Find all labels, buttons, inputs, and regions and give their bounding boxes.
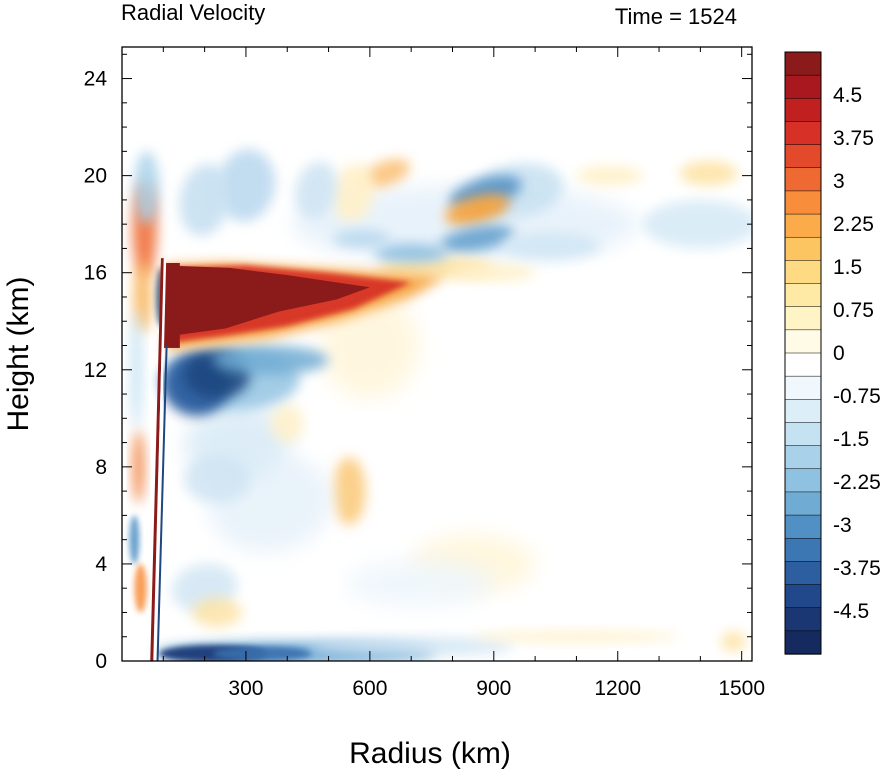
y-axis-label: Height (km) bbox=[2, 276, 35, 431]
colorbar-swatch bbox=[784, 537, 822, 563]
colorbar-swatch bbox=[784, 352, 822, 377]
heatmap-blob bbox=[294, 161, 338, 219]
heatmap-blob bbox=[721, 631, 746, 652]
eyewall-line bbox=[153, 258, 167, 661]
colorbar-tick-label: 0.75 bbox=[833, 299, 874, 322]
x-tick-label: 1500 bbox=[718, 677, 765, 700]
heatmap-blob bbox=[132, 430, 145, 504]
colorbar-swatch bbox=[784, 445, 822, 470]
colorbar-tick-label: -2.25 bbox=[833, 471, 881, 494]
heatmap-blob bbox=[320, 292, 420, 399]
heatmap-blob bbox=[179, 163, 230, 237]
colorbar-swatch bbox=[784, 213, 822, 238]
colorbar-swatch bbox=[784, 74, 822, 99]
heatmap-blob bbox=[212, 646, 313, 661]
colorbar-swatch bbox=[784, 144, 822, 169]
colorbar-frame bbox=[784, 51, 822, 655]
plot-frame bbox=[121, 46, 753, 662]
colorbar-swatch bbox=[784, 190, 822, 215]
x-axis-label: Radius (km) bbox=[349, 737, 511, 770]
x-tick-label: 1200 bbox=[594, 677, 641, 700]
heatmap-blob bbox=[129, 515, 140, 564]
colorbar-swatch bbox=[784, 98, 822, 123]
eyewall-line bbox=[156, 345, 168, 661]
heatmap-blob bbox=[332, 230, 391, 248]
heatmap-blob bbox=[130, 309, 143, 431]
y-tick-label: 16 bbox=[84, 262, 107, 285]
colorbar-swatch bbox=[784, 630, 822, 655]
outflow-jet-core bbox=[163, 265, 370, 336]
heatmap-blob bbox=[345, 559, 494, 608]
colorbar-swatch bbox=[784, 306, 822, 331]
colorbar-swatch bbox=[784, 375, 822, 400]
colorbar-swatch bbox=[784, 399, 822, 424]
chart-subtitle: Time = 1524 bbox=[615, 4, 737, 29]
colorbar-swatch bbox=[784, 329, 822, 354]
outflow-jet-root bbox=[161, 262, 180, 348]
heatmap-blob bbox=[270, 403, 304, 443]
y-tick-label: 20 bbox=[84, 165, 107, 188]
colorbar-swatch bbox=[784, 51, 822, 76]
colorbar-tick-label: -1.5 bbox=[833, 428, 869, 451]
heatmap-blob bbox=[183, 454, 251, 504]
x-tick-label: 900 bbox=[476, 677, 511, 700]
heatmap-blob bbox=[332, 163, 375, 222]
heatmap-blob bbox=[576, 165, 643, 186]
y-tick-label: 0 bbox=[95, 650, 107, 673]
colorbar-tick-label: -3.75 bbox=[833, 557, 881, 580]
colorbar-swatch bbox=[784, 121, 822, 146]
heatmap-blob bbox=[679, 161, 738, 186]
colorbar-swatch bbox=[784, 514, 822, 539]
eyewall-line bbox=[150, 258, 164, 661]
x-tick-label: 600 bbox=[352, 677, 387, 700]
heatmap-blob bbox=[445, 194, 510, 226]
colorbar-tick-label: 1.5 bbox=[833, 256, 862, 279]
heatmap-blob bbox=[374, 243, 449, 263]
colorbar-tick-label: -3 bbox=[833, 514, 852, 537]
heatmap-blob bbox=[212, 345, 329, 375]
x-axis-ticks: 300 600 900 1200 1500 bbox=[162, 47, 765, 700]
heatmap-blob bbox=[452, 264, 536, 282]
colorbar-swatch bbox=[784, 584, 822, 609]
y-tick-label: 8 bbox=[95, 456, 107, 479]
colorbar-tick-label: 0 bbox=[833, 342, 845, 365]
y-tick-label: 4 bbox=[95, 553, 107, 576]
colorbar-tick-label: 4.5 bbox=[833, 84, 862, 107]
colorbar-tick-label: -4.5 bbox=[833, 600, 869, 623]
colorbar-swatch bbox=[784, 167, 822, 192]
heatmap-field bbox=[129, 149, 752, 661]
y-tick-label: 24 bbox=[84, 68, 108, 91]
colorbar-swatch bbox=[784, 283, 822, 308]
colorbar-swatch bbox=[784, 236, 822, 262]
heatmap-blob bbox=[332, 457, 366, 526]
y-tick-label: 12 bbox=[84, 359, 107, 382]
heatmap-blob bbox=[307, 636, 515, 657]
y-axis-ticks: 0 4 8 12 16 20 24 bbox=[84, 53, 752, 673]
colorbar-swatch bbox=[784, 561, 822, 586]
x-tick-label: 300 bbox=[228, 677, 263, 700]
colorbar-swatch bbox=[784, 607, 822, 632]
heatmap-blob bbox=[192, 597, 242, 628]
colorbar-tick-label: -0.75 bbox=[833, 385, 881, 408]
heatmap-blob bbox=[642, 199, 752, 249]
heatmap-blob bbox=[362, 158, 411, 188]
heatmap-blob bbox=[216, 149, 276, 222]
colorbar-swatch bbox=[784, 468, 822, 493]
colorbar-swatch bbox=[784, 422, 822, 447]
colorbar-tick-label: 2.25 bbox=[833, 213, 874, 236]
chart-title: Radial Velocity bbox=[121, 0, 265, 25]
heatmap-blob bbox=[134, 563, 147, 613]
colorbar-tick-label: 3 bbox=[833, 170, 845, 193]
colorbar: 4.5 3.75 3 2.25 1.5 0.75 0 -0.75 -1.5 -2.25 -3 -3.7… bbox=[784, 51, 881, 655]
heatmap-blob bbox=[473, 630, 680, 643]
heatmap-blob bbox=[134, 151, 160, 225]
colorbar-tick-label: 3.75 bbox=[833, 127, 874, 150]
colorbar-swatch bbox=[784, 260, 822, 285]
heatmap-blob bbox=[440, 225, 514, 253]
heatmap-blob bbox=[502, 232, 602, 260]
colorbar-swatch bbox=[784, 491, 822, 516]
